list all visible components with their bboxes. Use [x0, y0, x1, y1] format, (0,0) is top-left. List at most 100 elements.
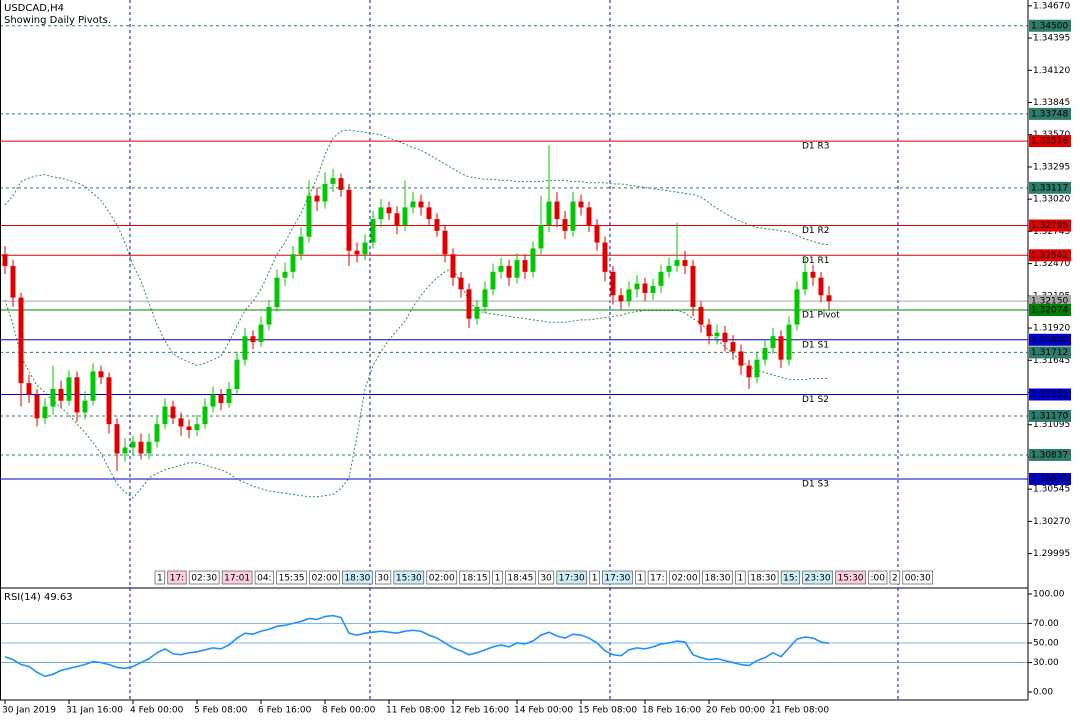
session-box	[254, 570, 274, 585]
x-tick-label: 18 Feb 16:00	[642, 706, 701, 716]
candle-body	[266, 306, 272, 325]
candle-body	[2, 254, 8, 266]
candle-body	[490, 271, 496, 290]
candle-body	[58, 388, 64, 401]
session-label: 1	[737, 574, 743, 584]
level-name: D1 S1	[802, 340, 829, 350]
y-tick-label: 0.00	[1033, 687, 1053, 697]
candle-body	[698, 306, 704, 325]
candle-body	[666, 265, 672, 272]
y-tick-label: 1.31645	[1033, 356, 1070, 366]
candle-body	[402, 207, 408, 225]
rsi-line	[4, 614, 830, 678]
candle-body	[386, 207, 392, 214]
candle-body	[450, 254, 456, 278]
candle-body	[786, 324, 792, 360]
candle-body	[482, 289, 488, 307]
price-label-box	[1029, 249, 1071, 262]
candle-body	[122, 447, 128, 454]
y-tick-label: 1.31920	[1033, 324, 1070, 334]
price-label-box	[1029, 472, 1071, 485]
price-label: 1.33748	[1031, 109, 1068, 119]
price-label-box	[1029, 333, 1071, 346]
x-tick-label: 20 Feb 00:00	[706, 706, 765, 716]
candle-body	[346, 189, 352, 251]
session-label: 02:00	[312, 574, 338, 584]
price-label-box	[1029, 181, 1071, 194]
candle-body	[274, 277, 280, 307]
candle-body	[370, 219, 376, 243]
x-tick-label: 15 Feb 08:00	[578, 706, 637, 716]
session-box	[167, 570, 187, 585]
session-box	[669, 570, 700, 585]
level-name: D1 R1	[802, 256, 830, 266]
candle-body	[626, 289, 632, 302]
session-label: 18:45	[507, 574, 533, 584]
price-label: 1.30632	[1031, 474, 1068, 484]
candle-body	[138, 441, 144, 454]
candle-body	[690, 265, 696, 307]
candle-body	[90, 371, 96, 401]
session-label: 17:	[170, 574, 184, 584]
candle-body	[714, 332, 720, 337]
candle-body	[202, 406, 208, 425]
session-box	[342, 570, 373, 585]
session-label: 17:	[650, 574, 664, 584]
level-name: D1 R2	[802, 226, 830, 236]
y-tick-label: 1.34395	[1033, 34, 1070, 44]
candle-body	[258, 324, 264, 343]
candle-body	[10, 265, 16, 298]
candle-body	[234, 359, 240, 389]
session-box	[492, 570, 503, 585]
session-label: :00	[871, 574, 886, 584]
chart-subtitle: Showing Daily Pivots.	[4, 15, 111, 26]
candle-body	[754, 359, 760, 378]
candle-body	[298, 236, 304, 255]
session-label: 18:30	[705, 574, 731, 584]
session-box	[459, 570, 491, 585]
session-box	[747, 570, 779, 585]
candle-body	[418, 201, 424, 208]
x-tick-label: 21 Feb 08:00	[770, 706, 829, 716]
y-tick-label: 1.33295	[1033, 162, 1070, 172]
candle-body	[658, 271, 664, 286]
session-label: 15:35	[279, 574, 305, 584]
candle-body	[34, 394, 40, 419]
candle-body	[186, 426, 192, 430]
chart-title: USDCAD,H4	[4, 3, 64, 14]
candle-body	[522, 260, 528, 272]
candle-body	[210, 394, 216, 407]
candle-body	[410, 201, 416, 208]
session-box	[188, 570, 220, 585]
candle-body	[578, 201, 584, 208]
x-tick-label: 4 Feb 00:00	[130, 706, 184, 716]
candle-body	[242, 336, 248, 360]
candle-body	[554, 201, 560, 220]
session-box	[309, 570, 340, 585]
candle-body	[170, 406, 176, 419]
price-label: 1.34500	[1031, 21, 1068, 31]
y-tick-label: 1.32470	[1033, 259, 1070, 269]
candle-body	[538, 224, 544, 249]
price-label: 1.32795	[1031, 221, 1068, 231]
rsi-title: RSI(14) 49.63	[4, 592, 73, 603]
candle-body	[546, 201, 552, 225]
session-label: 30	[377, 574, 389, 584]
candle-body	[378, 207, 384, 220]
candle-body	[602, 242, 608, 272]
candle-body	[682, 260, 688, 266]
candle-body	[290, 254, 296, 272]
price-label-box	[1029, 448, 1071, 461]
session-label: 2	[892, 574, 898, 584]
y-tick-label: 1.30270	[1033, 517, 1070, 527]
y-tick-label: 50.00	[1033, 638, 1059, 648]
price-label-box	[1029, 19, 1071, 32]
level-name: D1 Pivot	[802, 311, 840, 321]
session-box	[889, 570, 901, 585]
candle-body	[458, 277, 464, 290]
price-label: 1.33117	[1031, 183, 1068, 193]
session-box	[375, 570, 392, 585]
candle-body	[306, 195, 312, 237]
candle-body	[282, 271, 288, 278]
candle-body	[218, 394, 224, 404]
